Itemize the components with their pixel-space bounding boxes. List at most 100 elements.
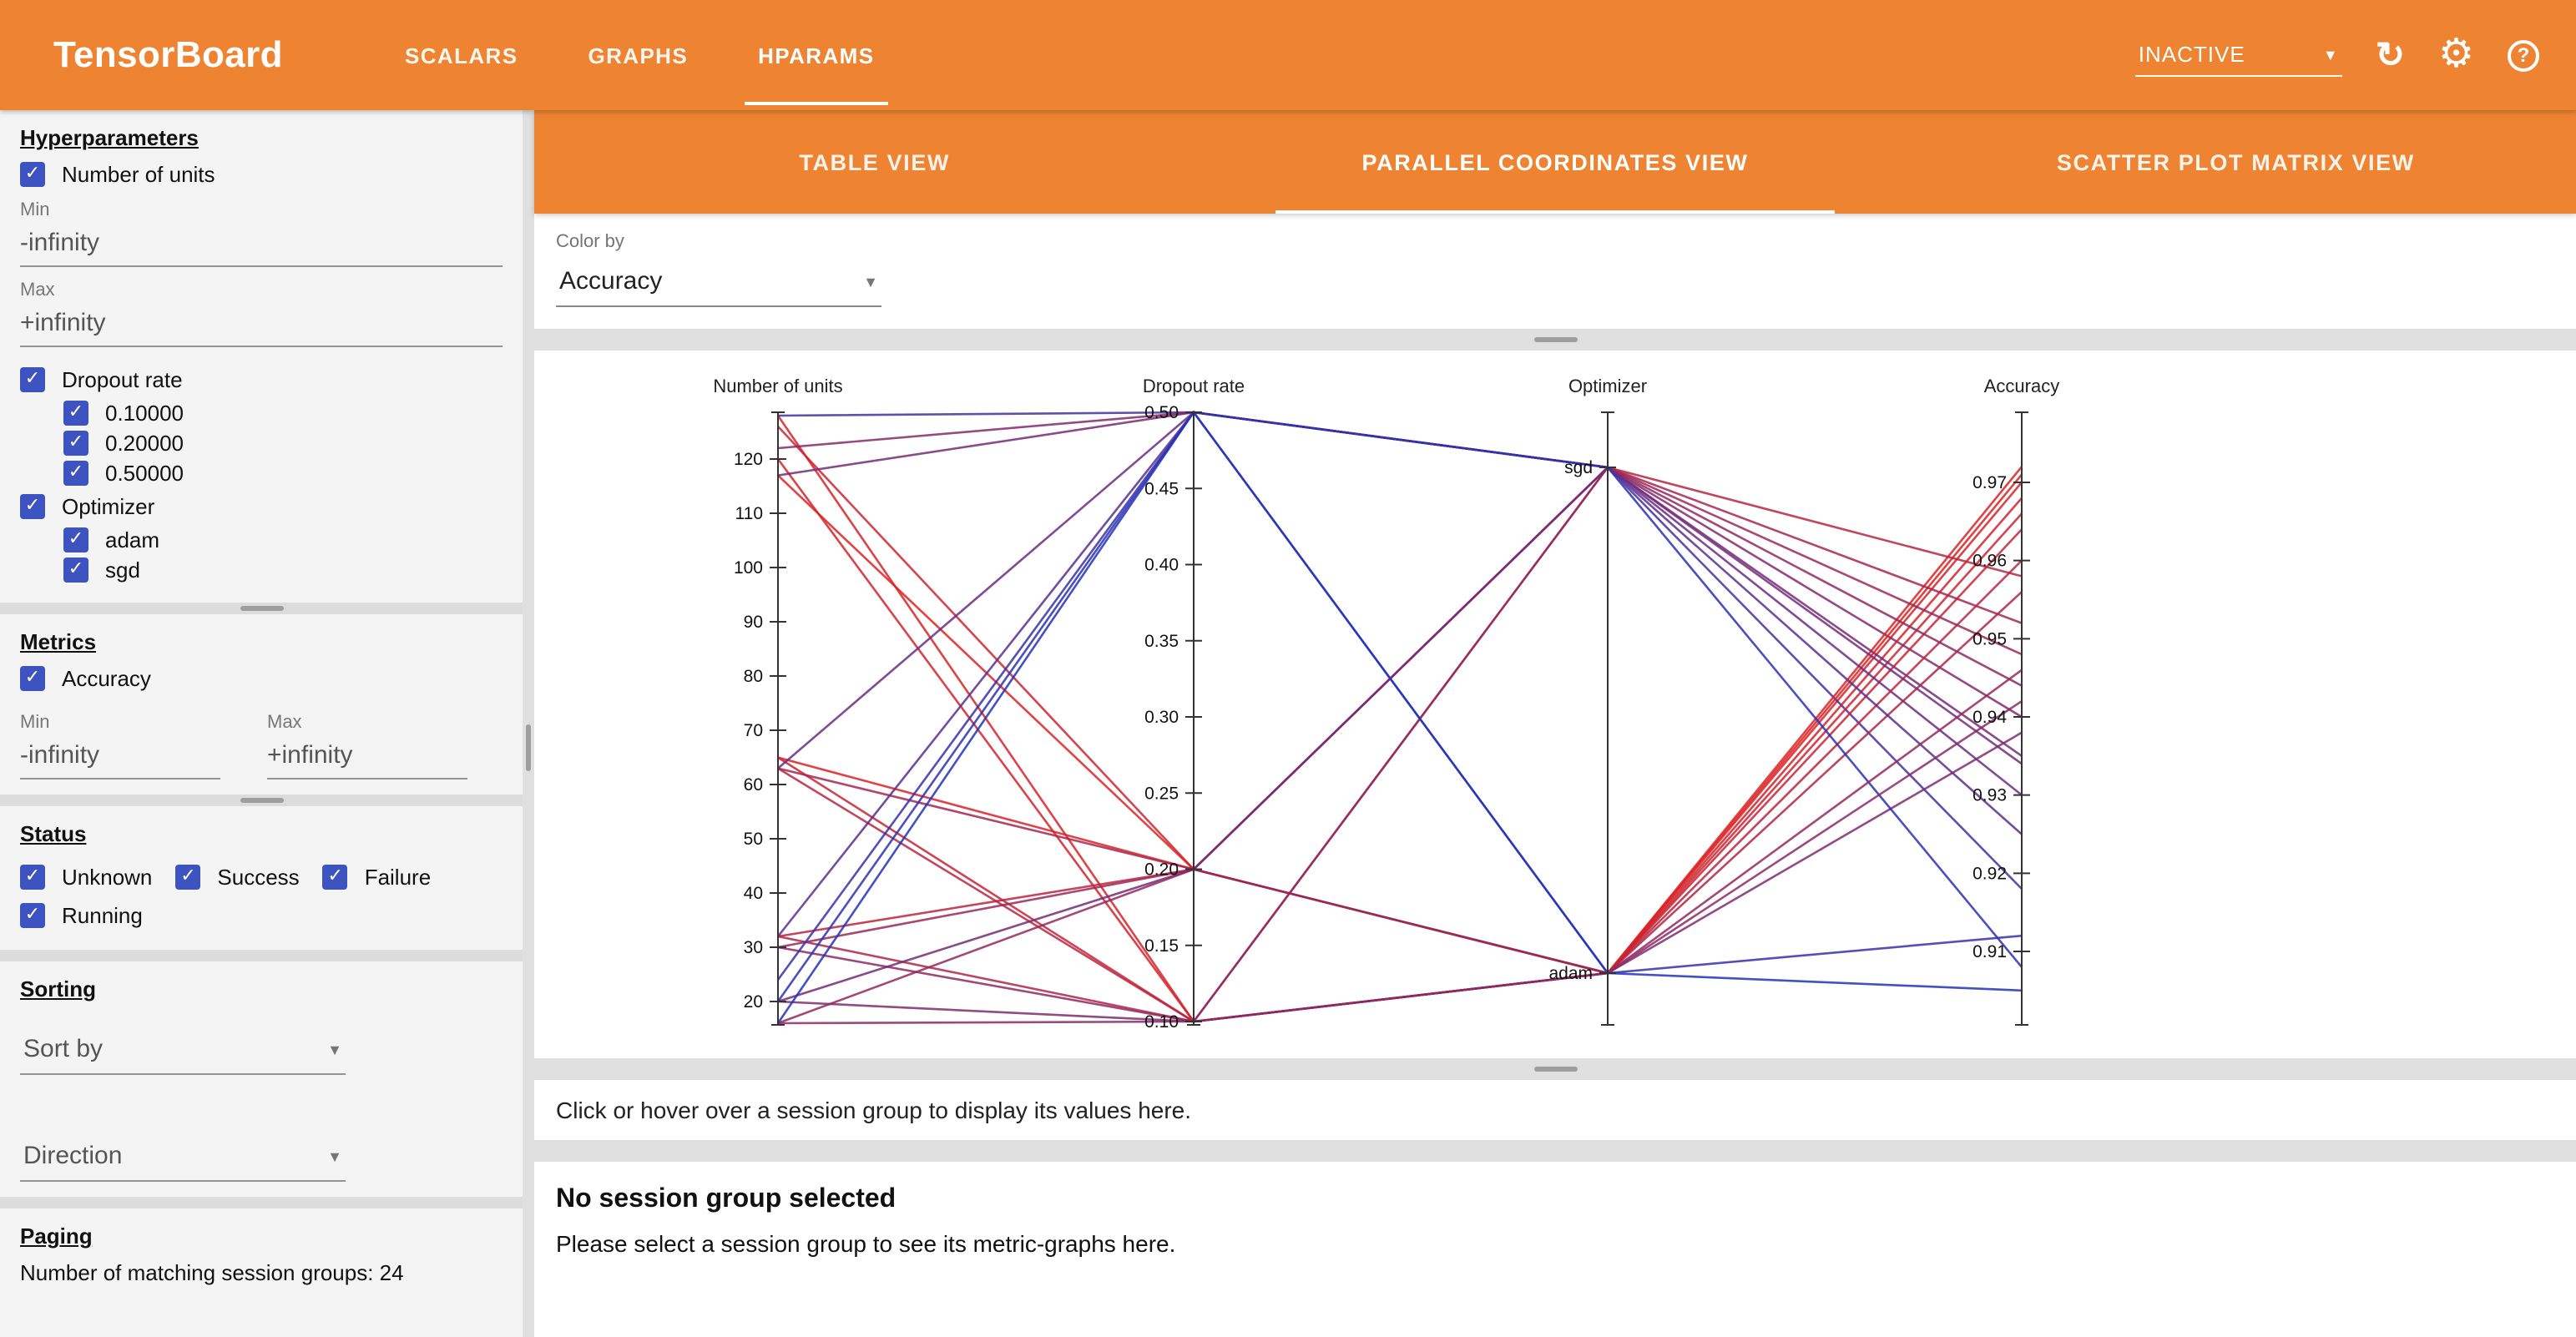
checkbox-checked-icon: ✓ (63, 461, 88, 486)
sort-by-select[interactable]: Sort by ▼ (20, 1025, 346, 1075)
checkbox-status-running[interactable]: ✓ Running (20, 903, 143, 928)
hyperparameters-section: Hyperparameters ✓ Number of units Min -i… (0, 110, 523, 603)
hover-hint-text: Click or hover over a session group to d… (556, 1097, 1192, 1123)
main-nav: SCALARS GRAPHS HPARAMS (370, 0, 910, 110)
status-section: Status ✓ Unknown ✓ Success ✓ Failure (0, 806, 523, 950)
svg-text:0.20: 0.20 (1144, 860, 1179, 880)
checkbox-checked-icon: ✓ (63, 558, 88, 583)
checkbox-label: adam (105, 527, 160, 552)
accuracy-max-label: Max (267, 713, 302, 733)
refresh-icon[interactable]: ↻ (2375, 36, 2405, 74)
checkbox-label: 0.50000 (105, 461, 184, 486)
checkbox-label: Success (217, 865, 300, 890)
svg-text:0.97: 0.97 (1972, 473, 2007, 492)
checkbox-checked-icon: ✓ (63, 401, 88, 426)
checkbox-number-of-units[interactable]: ✓ Number of units (20, 162, 503, 187)
session-details-card: No session group selected Please select … (534, 1162, 2576, 1337)
matching-session-groups-count: Number of matching session groups: 24 (20, 1260, 404, 1285)
chevron-down-icon: ▼ (863, 273, 878, 290)
parallel-coordinates-card: Number of units 20 30 40 50 60 70 80 90 100 110 120… (534, 351, 2576, 1058)
svg-text:0.50: 0.50 (1144, 403, 1179, 422)
no-session-selected-title: No session group selected (556, 1185, 897, 1213)
accuracy-min-input[interactable]: -infinity (20, 733, 220, 779)
svg-text:20: 20 (744, 992, 763, 1012)
nav-tab-hparams[interactable]: HPARAMS (723, 0, 909, 110)
accuracy-max-input[interactable]: +infinity (267, 733, 467, 779)
checkbox-optimizer[interactable]: ✓ Optimizer (20, 494, 503, 519)
svg-text:0.92: 0.92 (1972, 864, 2007, 883)
panel-gap (534, 1140, 2576, 1162)
svg-text:70: 70 (744, 721, 763, 740)
checkbox-dropout-0.10000[interactable]: ✓ 0.10000 (63, 401, 503, 426)
resize-handle[interactable] (240, 606, 283, 611)
units-min-label: Min (20, 200, 50, 220)
section-resize-gap (0, 950, 523, 961)
accuracy-min-label: Min (20, 713, 50, 733)
svg-text:60: 60 (744, 775, 763, 795)
help-icon[interactable]: ? (2508, 39, 2539, 71)
chevron-down-icon: ▼ (327, 1148, 342, 1164)
app-title: TensorBoard (53, 33, 283, 75)
checkbox-accuracy[interactable]: ✓ Accuracy (20, 666, 503, 691)
metrics-section: Metrics ✓ Accuracy Min -infinity Max +in… (0, 614, 523, 795)
svg-text:adam: adam (1548, 964, 1593, 983)
paging-section: Paging Number of matching session groups… (0, 1208, 523, 1337)
nav-tab-scalars[interactable]: SCALARS (404, 43, 518, 68)
svg-text:30: 30 (744, 938, 763, 957)
hyperparameters-heading: Hyperparameters (20, 125, 199, 150)
nav-tab-graphs[interactable]: GRAPHS (588, 43, 689, 68)
svg-text:0.95: 0.95 (1972, 629, 2007, 648)
units-min-input[interactable]: -infinity (20, 220, 503, 267)
checkbox-optimizer-adam[interactable]: ✓ adam (63, 527, 503, 552)
settings-icon[interactable]: ⚙ (2437, 32, 2474, 77)
color-by-value: Accuracy (559, 267, 663, 295)
checkbox-label: 0.10000 (105, 401, 184, 426)
svg-text:0.40: 0.40 (1144, 556, 1179, 575)
checkbox-status-success[interactable]: ✓ Success (175, 865, 300, 890)
resize-handle[interactable] (526, 724, 531, 770)
resize-handle[interactable] (240, 798, 283, 803)
paging-heading: Paging (20, 1223, 93, 1249)
checkbox-dropout-rate[interactable]: ✓ Dropout rate (20, 367, 503, 392)
units-max-input[interactable]: +infinity (20, 300, 503, 347)
color-by-label: Color by (556, 232, 624, 252)
main-body: Color by Accuracy ▼ Number of units 20 30 4… (534, 214, 2576, 1337)
checkbox-checked-icon: ✓ (322, 865, 348, 890)
tab-parallel-coordinates-view[interactable]: PARALLEL COORDINATES VIEW (1215, 110, 1895, 214)
checkbox-status-failure[interactable]: ✓ Failure (322, 865, 431, 890)
checkbox-dropout-0.50000[interactable]: ✓ 0.50000 (63, 461, 503, 486)
sidebar-main-divider (523, 110, 534, 1337)
resize-handle[interactable] (1533, 1067, 1577, 1072)
app-header: TensorBoard SCALARS GRAPHS HPARAMS INACT… (0, 0, 2576, 110)
checkbox-status-unknown[interactable]: ✓ Unknown (20, 865, 152, 890)
tab-scatter-plot-matrix-view[interactable]: SCATTER PLOT MATRIX VIEW (2056, 149, 2415, 174)
svg-text:0.25: 0.25 (1144, 784, 1179, 803)
section-resize-gap (0, 795, 523, 806)
svg-text:0.93: 0.93 (1972, 786, 2007, 805)
reload-status-select[interactable]: INACTIVE ▼ (2134, 33, 2342, 77)
svg-text:0.91: 0.91 (1972, 942, 2007, 961)
svg-text:110: 110 (735, 504, 763, 523)
svg-text:0.10: 0.10 (1144, 1012, 1179, 1032)
section-resize-gap (0, 603, 523, 614)
section-resize-gap (0, 1197, 523, 1208)
checkbox-checked-icon: ✓ (20, 494, 45, 519)
hparams-sidebar: Hyperparameters ✓ Number of units Min -i… (0, 110, 523, 1337)
sorting-heading: Sorting (20, 976, 96, 1001)
color-by-select[interactable]: Accuracy ▼ (556, 252, 881, 307)
svg-text:50: 50 (744, 830, 763, 849)
checkbox-checked-icon: ✓ (63, 527, 88, 552)
panel-resize-gap (534, 1058, 2576, 1080)
parallel-coordinates-plot[interactable]: Number of units 20 30 40 50 60 70 80 90 100 110 120… (534, 351, 2576, 1058)
checkbox-dropout-0.20000[interactable]: ✓ 0.20000 (63, 431, 503, 456)
direction-select[interactable]: Direction ▼ (20, 1132, 346, 1182)
resize-handle[interactable] (1533, 337, 1577, 342)
tab-table-view[interactable]: TABLE VIEW (799, 149, 950, 174)
svg-text:0.35: 0.35 (1144, 632, 1179, 651)
checkbox-checked-icon: ✓ (175, 865, 201, 890)
svg-text:Number of units: Number of units (713, 376, 842, 396)
metrics-heading: Metrics (20, 629, 97, 654)
checkbox-optimizer-sgd[interactable]: ✓ sgd (63, 558, 503, 583)
svg-text:Optimizer: Optimizer (1568, 376, 1647, 396)
checkbox-label: Dropout rate (62, 367, 183, 392)
